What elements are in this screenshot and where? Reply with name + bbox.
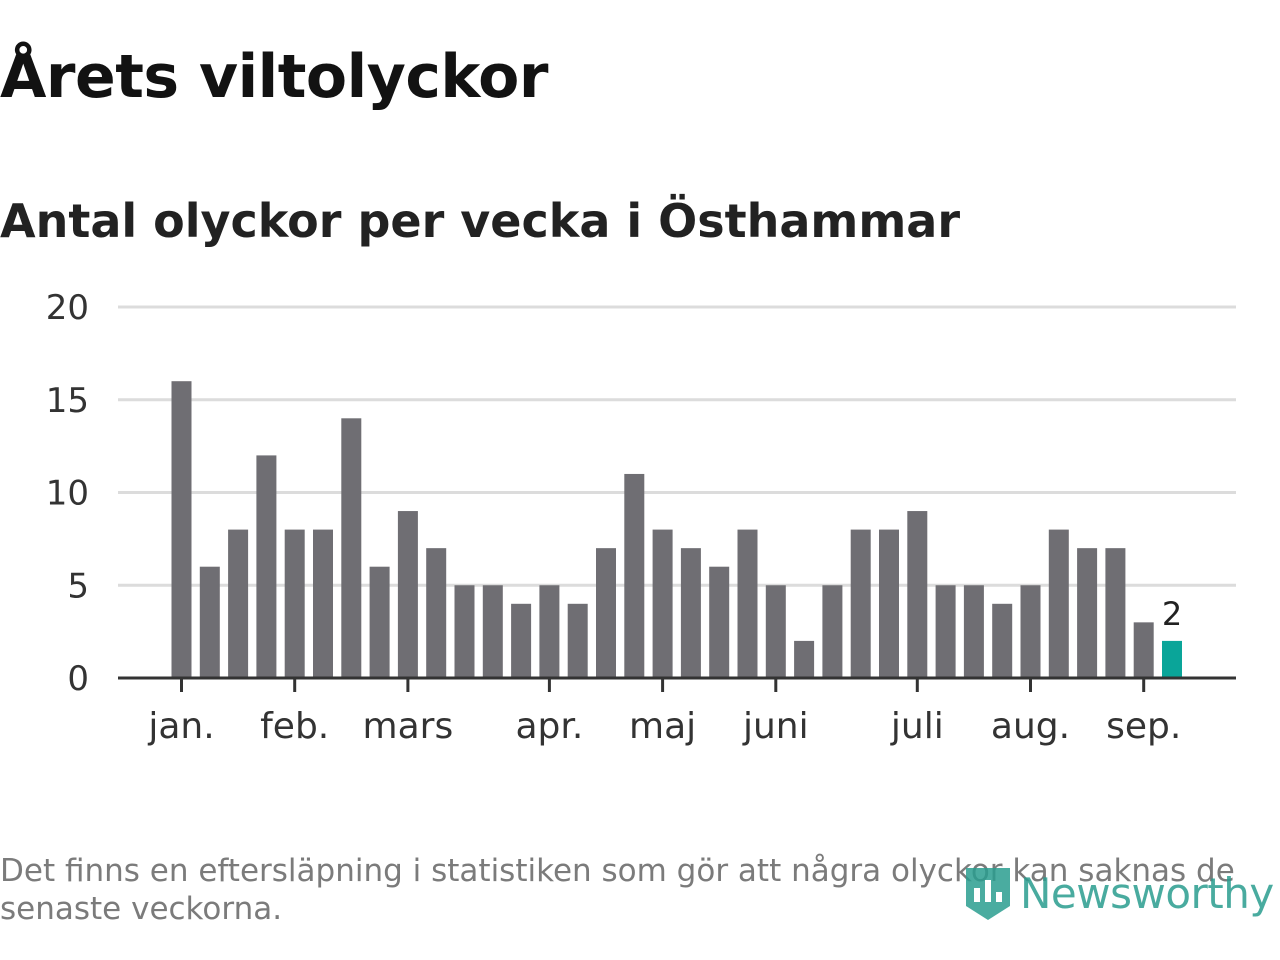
bar xyxy=(1077,548,1098,678)
bar xyxy=(482,585,503,678)
bar xyxy=(313,529,333,678)
bar xyxy=(850,529,871,678)
bar xyxy=(539,585,560,678)
chart-title: Årets viltolyckor xyxy=(0,42,549,112)
bar xyxy=(426,548,447,678)
bar xyxy=(567,603,588,678)
bar xyxy=(680,548,701,678)
x-tick-label: maj xyxy=(629,706,696,747)
x-tick-label: sep. xyxy=(1106,706,1181,747)
bar xyxy=(228,529,249,678)
bar xyxy=(963,585,984,678)
bar xyxy=(794,640,815,678)
bar xyxy=(1133,622,1154,678)
bar xyxy=(596,548,616,678)
bar xyxy=(397,511,418,678)
bar-chart: 0 5 10 15 20 2 jan. feb. mars apr. maj juni juli aug.… xyxy=(46,288,1236,747)
y-tick-label: 10 xyxy=(46,474,89,514)
bar xyxy=(907,511,928,678)
x-tick-label: juli xyxy=(890,706,944,747)
bar xyxy=(369,566,390,678)
x-tick-label: aug. xyxy=(991,706,1070,747)
y-tick-label: 5 xyxy=(67,566,89,606)
bar xyxy=(935,585,956,678)
bar-highlight xyxy=(1162,640,1182,678)
x-tick-label: jan. xyxy=(147,706,214,747)
chart-badge-icon xyxy=(966,868,1010,920)
bar xyxy=(822,585,843,678)
bar xyxy=(992,603,1013,678)
footnote: Det finns en eftersläpning i statistiken… xyxy=(0,853,1235,927)
bar xyxy=(652,529,673,678)
highlight-data-label: 2 xyxy=(1162,595,1182,633)
bar xyxy=(256,455,277,678)
axis-labels: 0 5 10 15 20 2 jan. feb. mars apr. maj juni juli aug.… xyxy=(46,288,1182,747)
bars xyxy=(171,381,1182,678)
y-tick-label: 15 xyxy=(46,381,89,421)
brand-name: Newsworthy xyxy=(1020,868,1274,918)
bar xyxy=(765,585,786,678)
bar xyxy=(171,381,192,678)
bar xyxy=(284,529,305,678)
x-tick-label: feb. xyxy=(260,706,329,747)
bar xyxy=(199,566,220,678)
x-tick-label: mars xyxy=(363,706,454,747)
y-tick-label: 20 xyxy=(46,288,89,328)
bar xyxy=(511,603,532,678)
bar xyxy=(341,418,362,678)
y-tick-label: 0 xyxy=(67,659,89,699)
bar xyxy=(454,585,475,678)
bar xyxy=(1048,529,1069,678)
chart-subtitle: Antal olyckor per vecka i Östhammar xyxy=(0,194,961,248)
x-tick-label: apr. xyxy=(515,706,583,747)
bar xyxy=(709,566,730,678)
bar xyxy=(1020,585,1041,678)
bar xyxy=(737,529,758,678)
bar xyxy=(879,529,899,678)
bar xyxy=(624,473,645,678)
x-axis xyxy=(118,676,1236,692)
x-tick-label: juni xyxy=(742,706,809,747)
brand-logo: Newsworthy xyxy=(962,858,1274,928)
bar xyxy=(1105,548,1126,678)
